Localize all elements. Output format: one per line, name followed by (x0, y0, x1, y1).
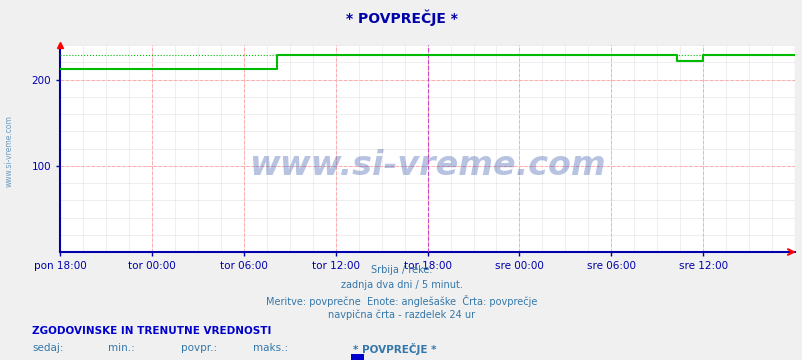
Text: sedaj:: sedaj: (32, 343, 63, 353)
Text: Srbija / reke.: Srbija / reke. (371, 265, 431, 275)
Text: maks.:: maks.: (253, 343, 288, 353)
Text: min.:: min.: (108, 343, 135, 353)
Text: navpična črta - razdelek 24 ur: navpična črta - razdelek 24 ur (327, 310, 475, 320)
Text: zadnja dva dni / 5 minut.: zadnja dva dni / 5 minut. (340, 280, 462, 290)
Text: www.si-vreme.com: www.si-vreme.com (249, 149, 606, 181)
Text: povpr.:: povpr.: (180, 343, 217, 353)
Text: * POVPREČJE *: * POVPREČJE * (353, 343, 436, 355)
Text: ZGODOVINSKE IN TRENUTNE VREDNOSTI: ZGODOVINSKE IN TRENUTNE VREDNOSTI (32, 326, 271, 336)
Text: www.si-vreme.com: www.si-vreme.com (5, 115, 14, 187)
Text: Meritve: povprečne  Enote: anglešaške  Črta: povprečje: Meritve: povprečne Enote: anglešaške Črt… (265, 295, 537, 307)
Text: * POVPREČJE *: * POVPREČJE * (345, 9, 457, 26)
